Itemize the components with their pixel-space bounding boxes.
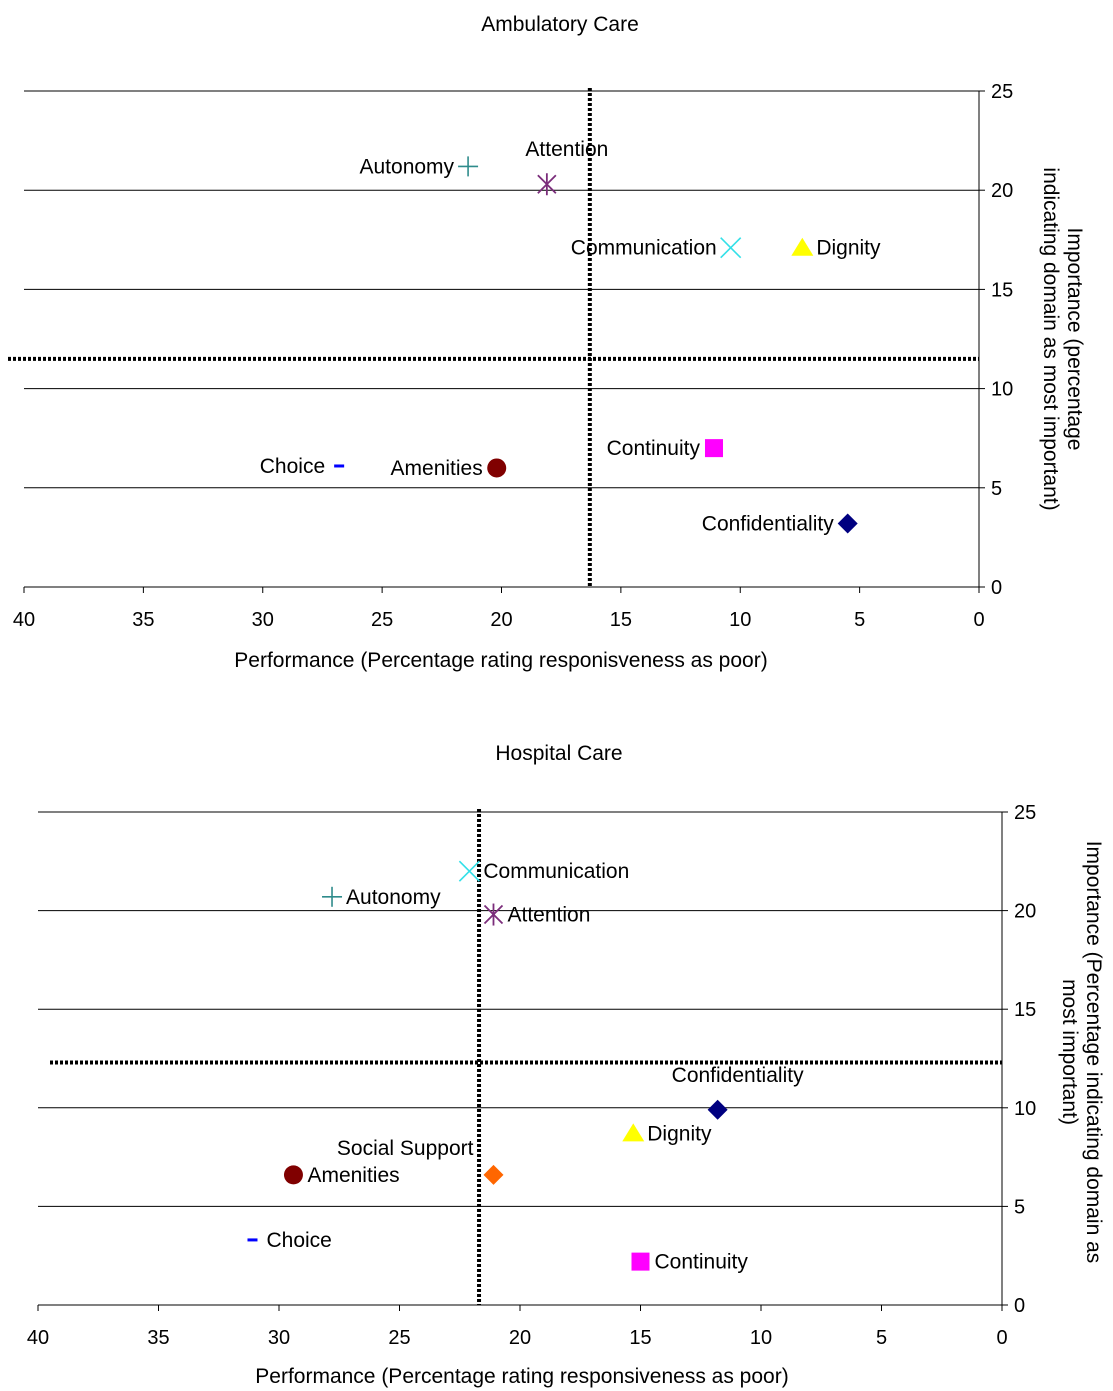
x-tick-label: 10: [750, 1327, 772, 1349]
y-tick-label: 15: [1014, 999, 1036, 1021]
y-axis-label-line-2: indicating domain as most important): [1039, 167, 1062, 510]
ambulatory-plot-area: 40 35 30 25 20 15 10 5 00 5 10 15 20 25 Autonomy Attent…: [8, 81, 1013, 631]
communication-marker: [720, 237, 742, 259]
autonomy-marker: [322, 886, 343, 907]
x-tick-label: 10: [729, 609, 751, 631]
continuity-label: Continuity: [655, 1251, 749, 1274]
y-tick-label: 20: [991, 180, 1013, 202]
x-tick-label: 30: [268, 1327, 290, 1349]
social-support-marker: [483, 1164, 504, 1185]
x-tick-label: 5: [854, 609, 865, 631]
chart-title: Hospital Care: [495, 742, 622, 765]
y-tick-label: 15: [991, 279, 1013, 301]
confidentiality-label: Confidentiality: [672, 1064, 804, 1087]
confidentiality-label: Confidentiality: [702, 513, 834, 536]
y-tick-label: 0: [991, 577, 1002, 599]
autonomy-label: Autonomy: [360, 155, 455, 178]
y-tick-label: 25: [1014, 802, 1036, 824]
ambulatory-care-chart: Ambulatory Care Performance (Percentage …: [8, 13, 1086, 672]
x-tick-label: 0: [996, 1327, 1007, 1349]
hospital-plot-area: 40 35 30 25 20 15 10 5 00 5 10 15 20 25 Communication A…: [27, 802, 1036, 1349]
y-axis-label-line-2: most important): [1058, 979, 1081, 1125]
x-tick-label: 20: [490, 609, 512, 631]
x-tick-label: 25: [388, 1327, 410, 1349]
dignity-marker: [791, 237, 814, 256]
x-tick-label: 25: [371, 609, 393, 631]
dignity-marker: [622, 1123, 645, 1142]
choice-marker: [334, 464, 345, 468]
choice-label: Choice: [266, 1229, 331, 1252]
x-tick-label: 15: [629, 1327, 651, 1349]
choice-marker: [247, 1238, 258, 1242]
y-tick-label: 10: [991, 379, 1013, 401]
continuity-marker: [704, 439, 723, 458]
x-tick-label: 35: [132, 609, 154, 631]
attention-marker: [537, 173, 557, 196]
y-tick-label: 5: [1014, 1196, 1025, 1218]
amenities-marker: [283, 1165, 303, 1185]
choice-label: Choice: [260, 455, 325, 478]
continuity-label: Continuity: [607, 437, 701, 460]
x-tick-label: 30: [252, 609, 274, 631]
dignity-label: Dignity: [647, 1122, 712, 1145]
attention-label: Attention: [507, 904, 590, 927]
continuity-marker: [631, 1252, 650, 1271]
x-axis-label: Performance (Percentage rating responisv…: [234, 649, 767, 672]
amenities-label: Amenities: [391, 457, 483, 480]
y-tick-label: 25: [991, 81, 1013, 103]
communication-label: Communication: [571, 237, 717, 260]
confidentiality-marker: [707, 1099, 728, 1120]
chart-title: Ambulatory Care: [481, 13, 639, 36]
communication-marker: [458, 860, 480, 882]
dignity-label: Dignity: [816, 237, 881, 260]
x-tick-label: 15: [610, 609, 632, 631]
y-axis-label-line-1: Importance (Percentage indicating domain…: [1082, 841, 1105, 1264]
amenities-label: Amenities: [307, 1164, 399, 1187]
y-axis-label-line-1: Importance (percentage: [1063, 228, 1086, 451]
communication-label: Communication: [483, 860, 629, 883]
x-tick-label: 5: [876, 1327, 887, 1349]
confidentiality-marker: [837, 513, 858, 534]
x-tick-label: 40: [27, 1327, 49, 1349]
x-tick-label: 35: [147, 1327, 169, 1349]
attention-label: Attention: [525, 138, 608, 161]
y-tick-label: 5: [991, 478, 1002, 500]
hospital-care-chart: Hospital Care Performance (Percentage ra…: [27, 742, 1105, 1388]
autonomy-label: Autonomy: [346, 886, 441, 909]
x-axis-label: Performance (Percentage rating responsiv…: [255, 1365, 788, 1388]
x-tick-label: 0: [973, 609, 984, 631]
attention-marker: [483, 903, 504, 926]
y-tick-label: 0: [1014, 1295, 1025, 1317]
amenities-marker: [487, 458, 507, 478]
x-tick-label: 40: [13, 609, 35, 631]
y-tick-label: 10: [1014, 1098, 1036, 1120]
social-support-label: Social Support: [337, 1137, 474, 1160]
y-tick-label: 20: [1014, 901, 1036, 923]
x-tick-label: 20: [509, 1327, 531, 1349]
autonomy-marker: [458, 156, 479, 177]
